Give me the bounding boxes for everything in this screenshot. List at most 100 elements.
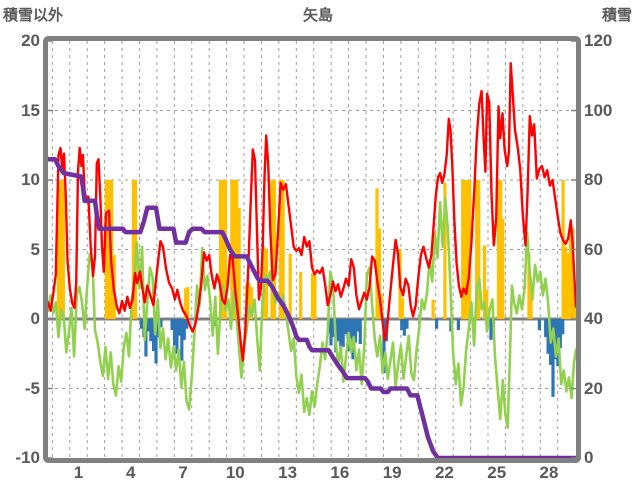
blue-bars-down-bar — [344, 319, 348, 335]
orange-bars-up-bar — [218, 180, 223, 319]
orange-bars-up-bar — [104, 180, 108, 319]
orange-bars-up-bar — [377, 228, 382, 319]
blue-bars-down-bar — [489, 319, 493, 340]
x-axis-tick: 1 — [73, 463, 84, 482]
orange-bars-up-bar — [232, 180, 236, 319]
blue-bars-down-bar — [172, 319, 177, 346]
orange-bars-up-bar — [375, 188, 379, 319]
x-axis-tick: 19 — [382, 463, 402, 482]
orange-bars-up-bar — [272, 180, 276, 319]
left-axis-tick: -10 — [15, 448, 40, 467]
blue-bars-down-bar — [348, 319, 353, 339]
orange-bars-up-bar — [299, 271, 303, 319]
orange-bars-up-bar — [131, 180, 135, 319]
plot-area — [48, 41, 576, 458]
x-axis-tick: 25 — [487, 463, 507, 482]
plot-frame — [43, 36, 581, 463]
orange-bars-up-bar — [571, 228, 575, 319]
right-axis-tick: 60 — [584, 239, 603, 259]
orange-bars-up-bar — [561, 180, 565, 319]
right-axis-title: 積雪 — [601, 7, 632, 24]
blue-bars-down-bar — [400, 319, 404, 331]
left-axis-tick: 5 — [30, 239, 40, 259]
blue-bars-down-bar — [329, 319, 333, 346]
left-axis-tick: 20 — [21, 31, 40, 50]
blue-bars-down-bar — [402, 319, 406, 336]
orange-bars-up-bar — [466, 180, 470, 319]
right-axis-tick: 120 — [584, 31, 613, 50]
orange-bars-up-bar — [247, 282, 251, 319]
orange-bars-up-bar — [56, 186, 61, 319]
orange-bars-up-bar — [279, 180, 283, 319]
orange-bars-up-bar — [310, 273, 315, 319]
blue-bars-down-bar — [149, 319, 153, 342]
blue-bars-down-bar — [177, 319, 181, 336]
orange-bars-up-bar — [566, 253, 570, 319]
blue-bars-down-bar — [341, 319, 345, 347]
blue-bars-down-bar — [154, 319, 158, 364]
blue-bars-down-bar — [561, 319, 565, 335]
orange-bars-up-bar — [281, 180, 285, 319]
blue-bars-down-bar — [152, 319, 156, 351]
blue-bars-down-bar — [558, 319, 562, 349]
right-axis-tick: 80 — [584, 170, 603, 189]
blue-bars-down-bar — [139, 319, 144, 329]
right-axis-tick: 100 — [584, 100, 613, 120]
orange-bars-up-bar — [463, 180, 467, 319]
blue-bars-down-bar — [336, 319, 340, 342]
chart-title: 矢島 — [302, 7, 333, 24]
orange-bars-up-bar — [184, 288, 188, 319]
blue-bars-down-bar — [456, 319, 460, 331]
blue-bars-down-bar — [546, 319, 550, 354]
x-axis-tick: 28 — [539, 463, 559, 482]
right-axis-tick: 20 — [584, 378, 603, 398]
orange-bars-up-bar — [237, 207, 241, 319]
orange-bars-up-bar — [235, 180, 239, 319]
orange-bars-up-bar — [477, 180, 481, 319]
blue-bars-down-bar — [434, 319, 439, 329]
blue-bars-down-bar — [182, 319, 186, 340]
orange-bars-up-bar — [223, 180, 227, 319]
left-axis-tick: 10 — [21, 170, 40, 189]
orange-bars-up-bar — [221, 180, 225, 319]
right-axis-tick: 0 — [584, 448, 594, 467]
blue-bars-down-bar — [146, 319, 150, 332]
blue-bars-down-bar — [331, 319, 336, 338]
orange-bars-up-bar — [461, 180, 465, 319]
blue-bars-down-bar — [382, 319, 386, 374]
orange-bars-up-bar — [443, 182, 447, 319]
orange-bars-up-bar — [563, 246, 568, 319]
orange-bars-up-bar — [288, 253, 292, 319]
orange-bars-up-bar — [186, 287, 190, 319]
orange-bars-up-bar — [485, 289, 489, 319]
blue-bars-down-bar — [551, 319, 555, 397]
blue-bars-down-bar — [185, 319, 189, 329]
right-axis-tick: 40 — [584, 309, 603, 328]
orange-bars-up-bar — [400, 298, 405, 319]
orange-bars-up-bar — [499, 180, 503, 319]
orange-bars-up-bar — [313, 275, 317, 319]
orange-bars-up-bar — [61, 180, 65, 319]
blue-bars-down-bar — [544, 319, 548, 338]
blue-bars-down-bar — [358, 319, 362, 345]
blue-bars-down-bar — [180, 319, 184, 361]
red-line — [48, 62, 576, 362]
left-axis-tick: 0 — [30, 309, 40, 328]
blue-bars-down-bar — [170, 319, 174, 331]
blue-bars-down-bar — [339, 319, 343, 357]
x-axis-tick: 10 — [225, 463, 245, 482]
orange-bars-up-bar — [59, 180, 63, 319]
x-axis-tick: 4 — [126, 463, 136, 482]
x-axis-tick: 13 — [278, 463, 298, 482]
blue-bars-down-bar — [537, 319, 542, 331]
blue-bars-down-bar — [356, 319, 360, 332]
blue-bars-down-bar — [405, 319, 409, 329]
blue-bars-down-bar — [353, 319, 357, 343]
orange-bars-up-bar — [527, 255, 531, 319]
left-axis-tick-labels: 20 15 10 5 0 -5 -10 — [0, 0, 40, 501]
left-axis-tick: 15 — [21, 100, 40, 120]
green-line — [48, 196, 576, 429]
x-axis-tick: 16 — [330, 463, 350, 482]
